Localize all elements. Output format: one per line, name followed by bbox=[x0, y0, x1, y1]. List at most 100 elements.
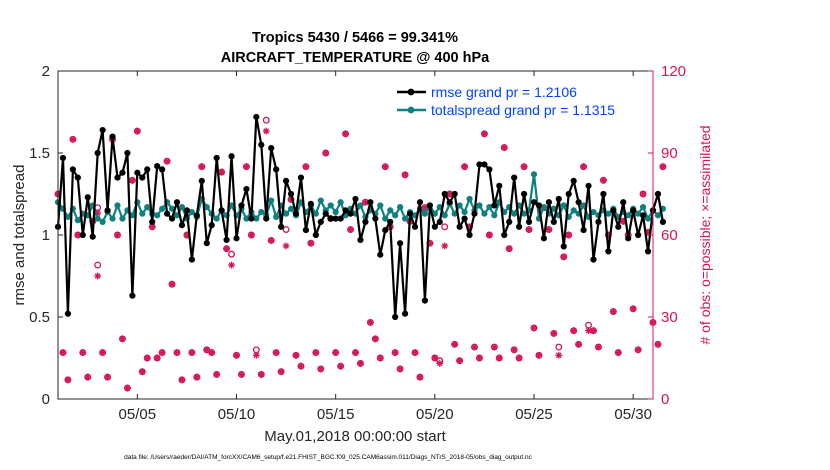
rmse-point bbox=[550, 218, 557, 225]
totalspread-point bbox=[144, 204, 151, 211]
obs-assimilated-marker bbox=[376, 354, 384, 362]
rmse-point bbox=[322, 210, 329, 217]
rmse-point bbox=[441, 190, 448, 198]
x-tick-label: 05/05 bbox=[119, 406, 157, 423]
rmse-point bbox=[421, 297, 429, 304]
obs-assimilated-marker bbox=[570, 327, 578, 335]
rmse-point bbox=[139, 174, 146, 181]
totalspread-point bbox=[625, 212, 632, 219]
obs-assimilated-marker bbox=[158, 349, 166, 356]
rmse-point bbox=[625, 235, 632, 242]
rmse-point bbox=[302, 226, 310, 234]
x-tick-label: 05/15 bbox=[317, 406, 355, 423]
obs-assimilated-marker bbox=[59, 349, 67, 356]
totalspread-point bbox=[312, 210, 319, 217]
totalspread-point bbox=[188, 208, 195, 216]
obs-assimilated-marker bbox=[64, 376, 72, 384]
obs-assimilated-marker bbox=[461, 163, 468, 171]
rmse-point bbox=[560, 243, 567, 250]
rmse-point bbox=[575, 199, 582, 206]
totalspread-point bbox=[451, 210, 458, 217]
rmse-point bbox=[124, 149, 131, 157]
totalspread-point bbox=[590, 208, 597, 216]
rmse-point bbox=[501, 231, 508, 239]
obs-possible-marker bbox=[94, 261, 102, 269]
obs-assimilated-marker bbox=[525, 226, 533, 233]
obs-assimilated-marker bbox=[416, 373, 424, 381]
obs-assimilated-marker bbox=[94, 272, 102, 280]
rmse-point bbox=[228, 153, 235, 160]
rmse-point bbox=[555, 195, 562, 203]
rmse-point bbox=[451, 190, 458, 198]
obs-assimilated-marker bbox=[391, 349, 399, 356]
rmse-point bbox=[387, 218, 394, 225]
totalspread-point bbox=[287, 205, 295, 212]
rmse-point bbox=[471, 210, 478, 217]
obs-assimilated-marker bbox=[307, 239, 315, 247]
obs-assimilated-marker bbox=[347, 226, 354, 233]
obs-assimilated-marker bbox=[168, 280, 176, 288]
obs-assimilated-marker bbox=[366, 319, 374, 326]
obs-assimilated-marker bbox=[456, 357, 464, 365]
totalspread-point bbox=[64, 213, 72, 221]
obs-assimilated-marker bbox=[173, 349, 181, 356]
totalspread-point bbox=[228, 202, 235, 209]
totalspread-point bbox=[431, 210, 438, 217]
obs-assimilated-marker bbox=[193, 373, 201, 381]
rmse-point bbox=[585, 182, 592, 189]
rmse-point bbox=[530, 199, 538, 206]
rmse-point bbox=[208, 222, 215, 229]
obs-assimilated-marker bbox=[143, 354, 151, 362]
rmse-point bbox=[154, 163, 161, 170]
obs-assimilated-marker bbox=[451, 340, 459, 348]
obs-assimilated-marker bbox=[79, 349, 87, 356]
obs-assimilated-marker bbox=[411, 349, 419, 356]
obs-assimilated-marker bbox=[357, 360, 364, 367]
rmse-point bbox=[69, 166, 76, 173]
rmse-point bbox=[307, 200, 314, 207]
rmse-point bbox=[268, 144, 275, 152]
legend-spread-marker bbox=[407, 106, 415, 114]
y-right-tick-label: 120 bbox=[661, 63, 686, 80]
obs-possible-marker bbox=[228, 250, 235, 258]
rmse-point bbox=[511, 174, 518, 181]
obs-assimilated-marker bbox=[317, 365, 325, 373]
obs-assimilated-marker bbox=[436, 360, 444, 367]
chart-title-line1: Tropics 5430 / 5466 = 99.341% bbox=[252, 30, 458, 46]
rmse-point bbox=[466, 231, 473, 239]
rmse-point bbox=[357, 236, 364, 244]
rmse-point bbox=[525, 218, 533, 225]
x-tick-label: 05/25 bbox=[515, 406, 553, 423]
rmse-point bbox=[119, 169, 126, 176]
obs-assimilated-marker bbox=[247, 231, 255, 239]
totalspread-point bbox=[511, 210, 518, 217]
rmse-point bbox=[144, 166, 151, 173]
rmse-point bbox=[347, 210, 354, 217]
totalspread-point bbox=[387, 207, 394, 214]
rmse-point bbox=[392, 313, 399, 321]
totalspread-point bbox=[560, 202, 567, 209]
rmse-point bbox=[639, 212, 647, 219]
rmse-point bbox=[282, 177, 290, 184]
y-right-tick-label: 60 bbox=[661, 227, 678, 244]
y-left-tick-label: 0.5 bbox=[29, 309, 50, 326]
obs-assimilated-marker bbox=[535, 351, 543, 359]
obs-assimilated-marker bbox=[223, 245, 230, 253]
rmse-point bbox=[590, 256, 597, 263]
totalspread-point bbox=[654, 212, 662, 219]
rmse-line bbox=[56, 115, 664, 319]
y-axis-label-left: rmse and totalspread bbox=[11, 165, 28, 306]
rmse-point bbox=[109, 133, 116, 140]
obs-assimilated-marker bbox=[337, 362, 345, 370]
obs-assimilated-marker bbox=[485, 231, 493, 239]
x-axis-label: May.01,2018 00:00:00 start bbox=[264, 428, 446, 445]
totalspread-point bbox=[317, 197, 324, 204]
totalspread-point bbox=[327, 202, 334, 209]
obs-assimilated-marker bbox=[481, 130, 488, 138]
obs-assimilated-marker bbox=[332, 349, 340, 356]
rmse-point bbox=[332, 215, 339, 222]
totalspread-point bbox=[139, 210, 146, 217]
obs-assimilated-marker bbox=[178, 376, 186, 384]
obs-layer bbox=[54, 116, 667, 392]
y-left-tick-label: 2 bbox=[42, 63, 50, 80]
